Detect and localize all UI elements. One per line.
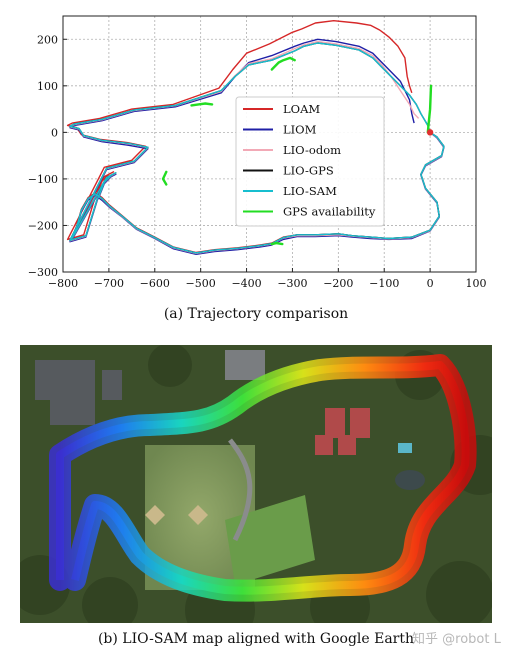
series-line-lio-sam bbox=[69, 42, 445, 254]
pool bbox=[398, 443, 412, 453]
y-tick-label: 0 bbox=[51, 126, 58, 139]
x-tick-label: −700 bbox=[94, 277, 124, 290]
x-tick-label: −800 bbox=[48, 277, 78, 290]
y-tick-label: 100 bbox=[37, 80, 58, 93]
x-tick-label: −500 bbox=[186, 277, 216, 290]
campus-buildings bbox=[35, 360, 122, 425]
trajectory-comparison-chart: −800 −700 −600 −500 −400 −300 −200 −100 0 100 −300… bbox=[28, 15, 487, 290]
x-tick-label: −300 bbox=[277, 277, 307, 290]
y-tick-label: −300 bbox=[28, 266, 58, 279]
plot-frame bbox=[62, 15, 477, 273]
axis-ticks: −800 −700 −600 −500 −400 −300 −200 −100 0 100 −300… bbox=[28, 33, 487, 290]
y-tick-label: −100 bbox=[28, 173, 58, 186]
x-tick-label: 100 bbox=[466, 277, 487, 290]
lio-sam-map-satellite-image bbox=[20, 345, 492, 623]
pond bbox=[395, 470, 425, 490]
legend-label: LIO-SAM bbox=[283, 184, 337, 198]
series-line-gps-availability bbox=[270, 241, 284, 246]
point-cloud-track-core bbox=[56, 361, 470, 595]
infield-diamond-2 bbox=[145, 505, 165, 525]
series-line-gps-availability bbox=[161, 170, 168, 186]
chart-legend: LOAM LIOM LIO-odom LIO-GPS LIO-SAM GPS availa… bbox=[235, 96, 385, 227]
legend-label: GPS availability bbox=[283, 205, 376, 219]
start-point-marker bbox=[426, 129, 434, 136]
x-tick-label: −100 bbox=[369, 277, 399, 290]
watermark: 知乎 @robot L bbox=[412, 632, 501, 647]
series-line-gps-availability bbox=[270, 56, 296, 71]
y-tick-label: −200 bbox=[28, 219, 58, 232]
chart-grid bbox=[62, 16, 477, 273]
legend-label: LOAM bbox=[283, 102, 320, 116]
tennis-courts bbox=[315, 408, 370, 455]
series-line-gps-availability bbox=[426, 84, 433, 134]
y-tick-label: 200 bbox=[37, 33, 58, 46]
infield-diamond bbox=[188, 505, 208, 525]
x-tick-label: −200 bbox=[323, 277, 353, 290]
parking-lot bbox=[225, 350, 265, 380]
x-tick-label: −400 bbox=[231, 277, 261, 290]
road bbox=[228, 438, 253, 542]
series-line-gps-availability bbox=[190, 102, 214, 107]
chart-series bbox=[66, 20, 445, 256]
legend-label: LIO-odom bbox=[283, 143, 341, 157]
figure-a-caption: (a) Trajectory comparison bbox=[163, 306, 349, 322]
legend-label: LIO-GPS bbox=[283, 164, 334, 178]
figure-b-caption: (b) LIO-SAM map aligned with Google Eart… bbox=[97, 631, 415, 647]
x-tick-label: −600 bbox=[140, 277, 170, 290]
soccer-field bbox=[225, 495, 315, 585]
legend-label: LIOM bbox=[283, 123, 317, 137]
x-tick-label: 0 bbox=[427, 277, 434, 290]
